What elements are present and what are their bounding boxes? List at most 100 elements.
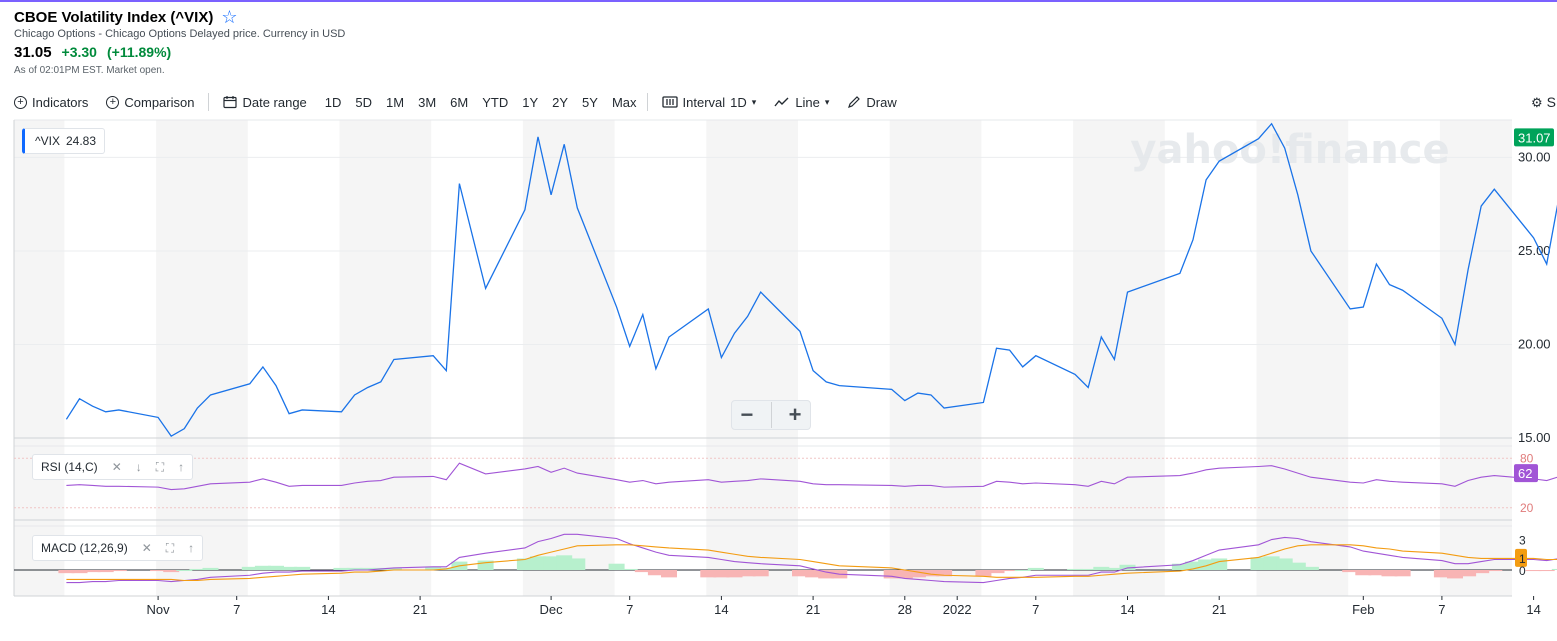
interval-button[interactable]: Interval 1D ▾ <box>661 94 757 110</box>
macd-histogram-bar <box>818 570 835 579</box>
settings-button[interactable]: ⚙ S <box>1531 94 1556 110</box>
macd-histogram-bar <box>975 570 992 577</box>
range-2y-button[interactable]: 2Y <box>552 94 569 110</box>
macd-histogram-bar <box>1171 563 1188 570</box>
macd-histogram-bar <box>1106 567 1123 570</box>
zoom-in-button[interactable]: + <box>788 402 802 427</box>
x-tick-label: Nov <box>147 602 171 617</box>
macd-histogram-bar <box>988 570 1005 574</box>
expand-icon[interactable]: ⛶ <box>165 540 175 555</box>
macd-histogram-bar <box>543 556 560 570</box>
macd-histogram-bar <box>1093 566 1110 570</box>
chevron-down-icon: ▾ <box>751 96 757 107</box>
rsi-level-label: 20 <box>1520 501 1534 515</box>
macd-histogram-bar <box>792 570 808 577</box>
range-6m-button[interactable]: 6M <box>450 94 469 110</box>
macd-signal-badge <box>1515 548 1527 567</box>
interval-value: 1D <box>730 94 747 110</box>
range-1y-button[interactable]: 1Y <box>522 94 539 110</box>
y-tick-label: 20.00 <box>1518 336 1551 351</box>
chart-type-button[interactable]: Line ▾ <box>774 95 829 110</box>
macd-histogram-bar <box>923 570 939 577</box>
macd-histogram-bar <box>359 567 376 570</box>
vix-legend[interactable]: ^VIX 24.83 <box>22 128 106 154</box>
chart-panes <box>13 119 1512 597</box>
range-5d-button[interactable]: 5D <box>355 94 373 110</box>
macd-histogram-bar <box>909 570 926 578</box>
gear-icon: ⚙ <box>1531 94 1543 110</box>
close-icon[interactable]: ✕ <box>141 541 152 555</box>
macd-histogram-bar <box>385 567 402 570</box>
macd-histogram-bar <box>1027 567 1044 570</box>
y-tick-label: 15.00 <box>1518 430 1551 445</box>
x-tick-label: Dec <box>540 602 564 617</box>
x-tick-label: 14 <box>714 602 728 617</box>
week-band <box>1439 120 1512 596</box>
macd-histogram-bar <box>150 570 167 572</box>
weekend-bands <box>14 120 1512 596</box>
macd-histogram-bar <box>1185 561 1201 570</box>
expand-icon[interactable]: ⛶ <box>155 459 165 474</box>
week-band <box>339 120 432 596</box>
macd-histogram-bar <box>661 570 677 578</box>
macd-histogram-bar <box>1250 557 1267 570</box>
week-band <box>706 120 798 596</box>
x-tick-label: 2022 <box>943 602 972 617</box>
macd-histogram-bar <box>281 566 298 570</box>
comparison-button[interactable]: + Comparison <box>106 95 194 110</box>
macd-histogram-bar <box>516 558 533 570</box>
macd-histogram-bar <box>1001 570 1018 572</box>
vix-series: 31.07 <box>65 122 1557 437</box>
rsi-legend-label: RSI (14,C) <box>41 460 98 474</box>
macd-histogram-bar <box>1302 566 1319 570</box>
draw-button[interactable]: Draw <box>847 95 897 110</box>
macd-histogram-bar <box>1276 558 1293 570</box>
zoom-out-button[interactable]: − <box>740 402 754 427</box>
indicators-button[interactable]: + Indicators <box>14 95 88 110</box>
star-icon[interactable]: ☆ <box>221 7 238 27</box>
macd-histogram-bar <box>1080 568 1097 570</box>
indicators-label: Indicators <box>32 94 89 110</box>
macd-legend: MACD (12,26,9) ✕ ⛶ ↑ <box>32 535 204 561</box>
plus-circle-icon: + <box>14 95 27 109</box>
macd-histogram-bar <box>346 567 363 570</box>
macd-histogram-bar <box>739 570 756 577</box>
date-range-button[interactable]: Date range <box>223 94 307 110</box>
range-1d-button[interactable]: 1D <box>324 94 342 110</box>
macd-histogram-bar <box>189 568 206 570</box>
macd-histogram-bar <box>176 570 193 571</box>
settings-label: S <box>1546 94 1556 110</box>
rsi-legend: RSI (14,C) ✕ ↓ ⛶ ↑ <box>32 454 194 480</box>
chart-type-label: Line <box>795 94 820 110</box>
rsi-last-label: 62 <box>1518 466 1532 481</box>
x-tick-label: 14 <box>1120 602 1134 617</box>
arrow-down-icon[interactable]: ↓ <box>135 460 142 474</box>
arrow-up-icon[interactable]: ↑ <box>188 541 195 555</box>
arrow-up-icon[interactable]: ↑ <box>178 460 185 474</box>
chevron-down-icon: ▾ <box>824 96 830 107</box>
price-change: +3.30 <box>61 44 97 60</box>
macd-histogram-bar <box>163 570 180 573</box>
x-tick-label: 21 <box>806 602 820 617</box>
macd-histogram-bar <box>1447 570 1463 579</box>
range-1m-button[interactable]: 1M <box>386 94 405 110</box>
range-3m-button[interactable]: 3M <box>418 94 437 110</box>
quote-subtitle: Chicago Options - Chicago Options Delaye… <box>14 28 346 40</box>
range-max-button[interactable]: Max <box>611 94 637 110</box>
line-chart-icon <box>774 97 789 107</box>
week-band <box>522 120 615 596</box>
x-tick-label: 14 <box>1526 602 1540 617</box>
chart-toolbar: + Indicators + Comparison Date range 1D … <box>14 92 915 112</box>
range-5y-button[interactable]: 5Y <box>582 94 598 110</box>
macd-histogram-bar <box>530 556 546 570</box>
date-range-label: Date range <box>242 94 307 110</box>
macd-histogram-bar <box>1289 562 1306 570</box>
macd-histogram-bar <box>425 566 442 570</box>
close-icon[interactable]: ✕ <box>111 460 122 474</box>
candlestick-icon <box>661 96 678 108</box>
range-ytd-button[interactable]: YTD <box>482 94 509 110</box>
macd-pane: 3 10 <box>14 534 1557 584</box>
macd-axis-label: 0 <box>1519 564 1526 578</box>
